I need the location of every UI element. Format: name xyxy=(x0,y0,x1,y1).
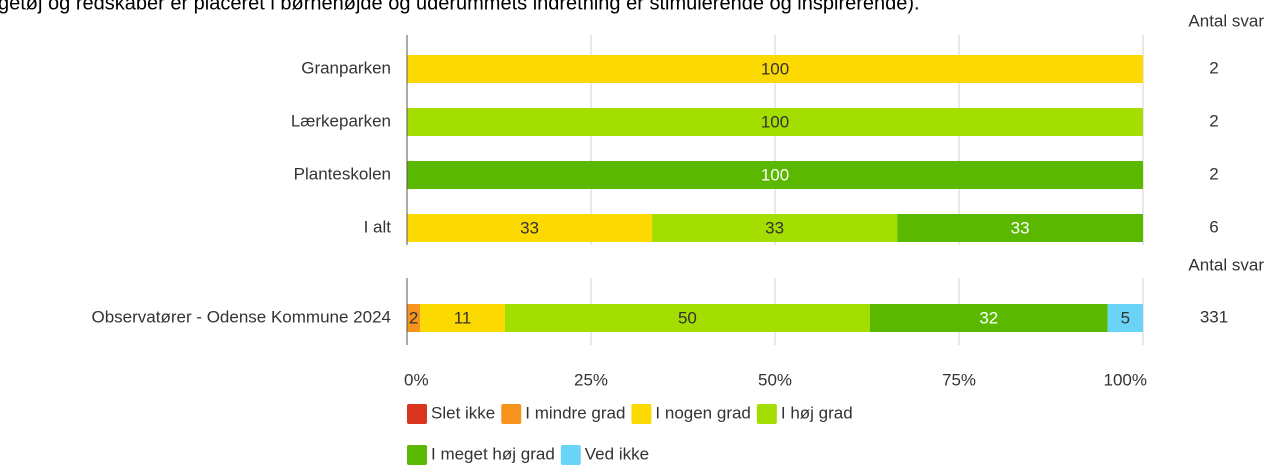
counts-header: Antal svar xyxy=(1188,255,1264,274)
legend-swatch xyxy=(631,404,652,424)
count-label: 6 xyxy=(1209,217,1218,236)
bar-value-label: 2 xyxy=(409,308,418,327)
category-label: Observatører - Odense Kommune 2024 xyxy=(91,307,391,326)
bar-value-label: 100 xyxy=(761,59,789,78)
bar-segment xyxy=(869,304,1108,332)
count-label: 331 xyxy=(1200,307,1228,326)
legend-swatch xyxy=(501,404,522,424)
category-label: Granparken xyxy=(301,58,391,77)
count-label: 2 xyxy=(1209,111,1218,130)
category-label: Planteskolen xyxy=(294,164,391,183)
bar-value-label: 100 xyxy=(761,112,789,131)
legend-label: I høj grad xyxy=(781,403,853,422)
bar-value-label: 32 xyxy=(979,308,998,327)
bar-value-label: 33 xyxy=(765,218,784,237)
x-tick-label: 100% xyxy=(1104,370,1147,389)
legend-label: I nogen grad xyxy=(655,403,750,422)
bar-segment xyxy=(1107,304,1143,332)
count-label: 2 xyxy=(1209,164,1218,183)
bar-segment xyxy=(407,108,1143,136)
bar-segment xyxy=(407,304,421,332)
bar-value-label: 11 xyxy=(454,308,472,327)
bar-value-label: 50 xyxy=(678,308,697,327)
bar-segment xyxy=(897,214,1143,242)
legend-swatch xyxy=(407,445,427,465)
count-label: 2 xyxy=(1209,58,1218,77)
x-tick-label: 50% xyxy=(758,370,792,389)
bar-value-label: 33 xyxy=(1011,218,1030,237)
counts-header: Antal svar xyxy=(1188,11,1264,30)
legend-label: I mindre grad xyxy=(525,403,625,422)
x-tick-label: 75% xyxy=(942,370,976,389)
legend-swatch xyxy=(407,404,427,424)
bar-segment xyxy=(407,55,1143,83)
bar-segment xyxy=(407,214,653,242)
legend-label: Slet ikke xyxy=(431,403,495,422)
bar-segment xyxy=(407,161,1143,189)
x-tick-label: 0% xyxy=(404,370,429,389)
chart-title: getøj og redskaber er placeret i børnehø… xyxy=(0,0,920,14)
legend-swatch xyxy=(756,404,777,424)
legend-label: I meget høj grad xyxy=(431,444,555,463)
bar-value-label: 100 xyxy=(761,165,789,184)
category-label: I alt xyxy=(364,217,392,236)
bar-value-label: 5 xyxy=(1121,308,1130,327)
bar-value-label: 33 xyxy=(520,218,539,237)
bar-segment xyxy=(504,304,870,332)
bar-segment xyxy=(420,304,505,332)
legend-label: Ved ikke xyxy=(585,444,649,463)
x-tick-label: 25% xyxy=(574,370,608,389)
bar-segment xyxy=(652,214,898,242)
category-label: Lærkeparken xyxy=(291,111,391,130)
legend-swatch xyxy=(560,445,581,465)
